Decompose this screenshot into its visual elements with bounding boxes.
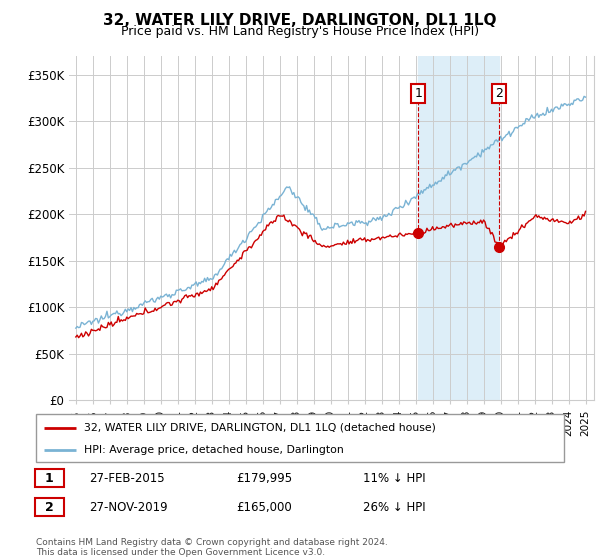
Text: £165,000: £165,000: [236, 501, 292, 514]
Text: 32, WATER LILY DRIVE, DARLINGTON, DL1 1LQ: 32, WATER LILY DRIVE, DARLINGTON, DL1 1L…: [103, 13, 497, 28]
Text: 11% ↓ HPI: 11% ↓ HPI: [364, 472, 426, 484]
Text: £179,995: £179,995: [236, 472, 293, 484]
Bar: [418, 56, 499, 400]
Text: 2: 2: [45, 501, 53, 514]
Text: 2: 2: [495, 87, 503, 100]
Bar: [35, 498, 64, 516]
Text: HPI: Average price, detached house, Darlington: HPI: Average price, detached house, Darl…: [83, 445, 343, 455]
Text: 32, WATER LILY DRIVE, DARLINGTON, DL1 1LQ (detached house): 32, WATER LILY DRIVE, DARLINGTON, DL1 1L…: [83, 423, 436, 433]
Text: 1: 1: [45, 472, 53, 484]
Bar: [35, 469, 64, 487]
Text: 26% ↓ HPI: 26% ↓ HPI: [364, 501, 426, 514]
Text: 27-FEB-2015: 27-FEB-2015: [89, 472, 164, 484]
Text: Price paid vs. HM Land Registry's House Price Index (HPI): Price paid vs. HM Land Registry's House …: [121, 25, 479, 38]
Text: 1: 1: [415, 87, 422, 100]
Text: 27-NOV-2019: 27-NOV-2019: [89, 501, 167, 514]
Text: Contains HM Land Registry data © Crown copyright and database right 2024.
This d: Contains HM Land Registry data © Crown c…: [36, 538, 388, 557]
